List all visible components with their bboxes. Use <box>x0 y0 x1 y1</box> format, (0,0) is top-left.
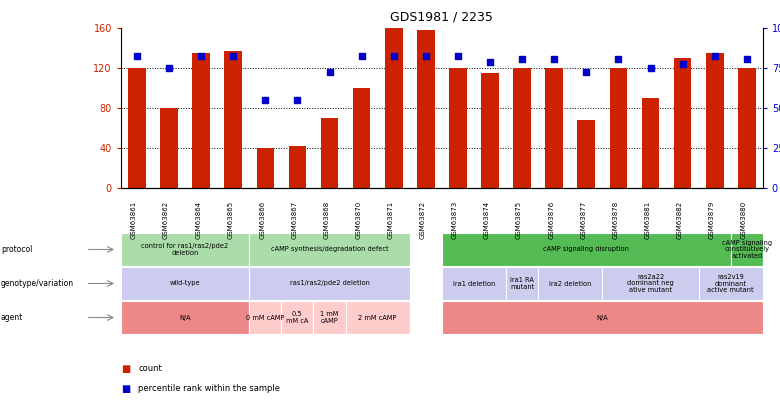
Bar <box>193 53 210 188</box>
Text: N/A: N/A <box>179 315 191 320</box>
Text: percentile rank within the sample: percentile rank within the sample <box>138 384 280 393</box>
Bar <box>321 118 339 188</box>
Text: GDS1981 / 2235: GDS1981 / 2235 <box>391 10 493 23</box>
Text: protocol: protocol <box>1 245 32 254</box>
Point <box>420 52 432 59</box>
Text: 1 mM
cAMP: 1 mM cAMP <box>321 311 339 324</box>
Bar <box>610 68 627 188</box>
Text: GSM63881: GSM63881 <box>644 201 651 239</box>
Text: wild-type: wild-type <box>170 281 200 286</box>
Text: GSM63871: GSM63871 <box>388 201 394 239</box>
Point <box>259 97 271 104</box>
Bar <box>128 68 146 188</box>
Bar <box>449 68 466 188</box>
Text: GSM63866: GSM63866 <box>259 201 265 239</box>
Text: cAMP synthesis/degradation defect: cAMP synthesis/degradation defect <box>271 247 388 252</box>
Text: 0.5
mM cA: 0.5 mM cA <box>286 311 309 324</box>
Text: GSM63868: GSM63868 <box>324 201 329 239</box>
Bar <box>353 88 370 188</box>
Point <box>323 68 335 75</box>
Text: GSM63867: GSM63867 <box>292 201 297 239</box>
Text: ■: ■ <box>121 364 130 373</box>
Point <box>227 52 239 59</box>
Text: ras1/ras2/pde2 deletion: ras1/ras2/pde2 deletion <box>289 281 370 286</box>
Point <box>163 65 176 72</box>
Point <box>195 52 207 59</box>
Bar <box>417 30 434 188</box>
Text: agent: agent <box>1 313 23 322</box>
Point <box>388 52 400 59</box>
Text: GSM63861: GSM63861 <box>131 201 137 239</box>
Text: control for ras1/ras2/pde2
deletion: control for ras1/ras2/pde2 deletion <box>141 243 229 256</box>
Text: ira1 RA
mutant: ira1 RA mutant <box>510 277 534 290</box>
Bar <box>225 51 242 188</box>
Bar <box>674 58 691 188</box>
Text: ira2 deletion: ira2 deletion <box>549 281 591 286</box>
Point <box>644 65 657 72</box>
Point <box>516 55 528 62</box>
Point <box>484 59 496 65</box>
Text: GSM63865: GSM63865 <box>227 201 233 239</box>
Text: ira1 deletion: ira1 deletion <box>453 281 495 286</box>
Text: GSM63879: GSM63879 <box>709 201 714 239</box>
Bar <box>545 68 563 188</box>
Bar <box>513 68 531 188</box>
Point <box>548 55 561 62</box>
Text: genotype/variation: genotype/variation <box>1 279 74 288</box>
Bar <box>385 28 402 188</box>
Point <box>452 52 464 59</box>
Text: 0 mM cAMP: 0 mM cAMP <box>246 315 285 320</box>
Point <box>356 52 368 59</box>
Bar <box>160 108 178 188</box>
Point <box>676 60 689 67</box>
Text: GSM63878: GSM63878 <box>612 201 619 239</box>
Point <box>291 97 303 104</box>
Text: GSM63876: GSM63876 <box>548 201 555 239</box>
Text: ras2a22
dominant neg
ative mutant: ras2a22 dominant neg ative mutant <box>627 274 674 293</box>
Point <box>612 55 625 62</box>
Text: GSM63882: GSM63882 <box>676 201 682 239</box>
Bar <box>577 120 595 188</box>
Text: count: count <box>138 364 161 373</box>
Text: cAMP signaling disruption: cAMP signaling disruption <box>544 247 629 252</box>
Point <box>740 55 753 62</box>
Text: GSM63874: GSM63874 <box>484 201 490 239</box>
Bar <box>706 53 724 188</box>
Text: N/A: N/A <box>597 315 608 320</box>
Bar <box>738 68 756 188</box>
Text: cAMP signaling
constitutively
activated: cAMP signaling constitutively activated <box>722 240 772 259</box>
Text: GSM63877: GSM63877 <box>580 201 587 239</box>
Text: GSM63875: GSM63875 <box>516 201 522 239</box>
Point <box>131 52 144 59</box>
Text: GSM63864: GSM63864 <box>195 201 201 239</box>
Text: 2 mM cAMP: 2 mM cAMP <box>359 315 397 320</box>
Text: GSM63862: GSM63862 <box>163 201 169 239</box>
Bar <box>257 148 274 188</box>
Text: GSM63872: GSM63872 <box>420 201 426 239</box>
Text: GSM63870: GSM63870 <box>356 201 362 239</box>
Point <box>580 68 593 75</box>
Text: ras2v19
dominant
active mutant: ras2v19 dominant active mutant <box>707 274 754 293</box>
Bar <box>289 146 307 188</box>
Bar <box>481 73 499 188</box>
Text: GSM63873: GSM63873 <box>452 201 458 239</box>
Text: ■: ■ <box>121 384 130 394</box>
Bar <box>642 98 659 188</box>
Point <box>708 52 721 59</box>
Text: GSM63880: GSM63880 <box>741 201 746 239</box>
